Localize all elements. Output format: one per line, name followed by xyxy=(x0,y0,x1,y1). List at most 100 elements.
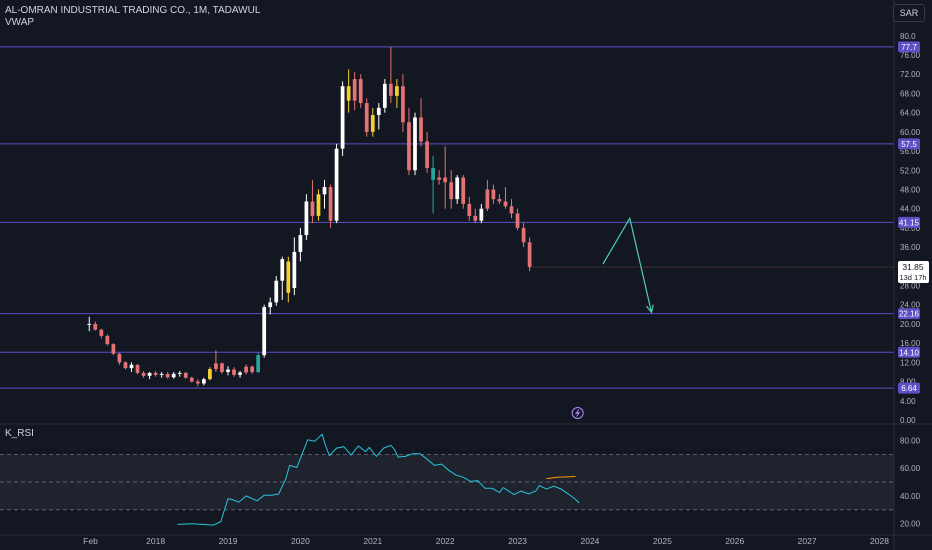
price-axis-tick-label[interactable]: 40.00 xyxy=(900,224,921,233)
price-axis-tick-label[interactable]: 12.00 xyxy=(900,358,921,367)
candle-body[interactable] xyxy=(201,379,206,384)
candle-body[interactable] xyxy=(352,79,357,101)
candle-body[interactable] xyxy=(425,141,429,168)
time-axis-tick-label[interactable]: 2018 xyxy=(146,536,165,546)
candle-body[interactable] xyxy=(316,194,321,216)
price-axis-tick-label[interactable]: 28.00 xyxy=(900,282,921,291)
price-axis-tick-label[interactable]: 16.00 xyxy=(900,339,921,348)
candle-body[interactable] xyxy=(111,344,116,354)
rsi-signal-line[interactable] xyxy=(546,476,576,480)
time-axis-tick-label[interactable]: Feb xyxy=(83,536,98,546)
rsi-indicator-label[interactable]: K_RSI xyxy=(5,428,34,439)
candle-body[interactable] xyxy=(93,323,98,330)
lightning-icon[interactable] xyxy=(571,407,584,419)
candle-body[interactable] xyxy=(141,372,146,376)
price-axis-tick-label[interactable]: 24.00 xyxy=(900,301,921,310)
candle-body[interactable] xyxy=(256,355,261,372)
candle-body[interactable] xyxy=(497,199,502,202)
candle-body[interactable] xyxy=(214,363,218,370)
price-axis-tick-label[interactable]: 0.00 xyxy=(900,416,916,425)
candle-body[interactable] xyxy=(388,83,393,96)
candle-body[interactable] xyxy=(340,86,345,149)
time-axis-tick-label[interactable]: 2024 xyxy=(581,536,600,546)
candle-body[interactable] xyxy=(129,364,134,369)
candle-body[interactable] xyxy=(449,182,454,200)
candle-body[interactable] xyxy=(165,373,170,378)
candle-body[interactable] xyxy=(310,201,315,216)
price-axis-tick-label[interactable]: 80.0 xyxy=(900,32,916,41)
price-axis-tick-label[interactable]: 48.00 xyxy=(900,185,921,194)
candle-body[interactable] xyxy=(322,187,327,195)
candle-body[interactable] xyxy=(226,369,230,372)
price-axis-tick-label[interactable]: 60.00 xyxy=(900,128,921,137)
time-axis-tick-label[interactable]: 2021 xyxy=(363,536,382,546)
symbol-title[interactable]: AL-OMRAN INDUSTRIAL TRADING CO., 1M, TAD… xyxy=(5,5,261,16)
time-axis-tick-label[interactable]: 2020 xyxy=(291,536,310,546)
rsi-main-line[interactable] xyxy=(177,433,580,526)
rsi-axis-tick-label[interactable]: 20.00 xyxy=(900,520,921,529)
candle-body[interactable] xyxy=(509,206,514,214)
candle-body[interactable] xyxy=(328,187,333,221)
candle-body[interactable] xyxy=(292,251,297,288)
candle-body[interactable] xyxy=(99,329,104,336)
candle-body[interactable] xyxy=(238,372,242,375)
candle-body[interactable] xyxy=(473,215,478,221)
price-axis-tick-label[interactable]: 68.00 xyxy=(900,89,921,98)
candle-body[interactable] xyxy=(364,103,369,132)
candle-body[interactable] xyxy=(437,177,441,180)
candle-body[interactable] xyxy=(376,107,381,116)
price-axis-tick-label[interactable]: 36.00 xyxy=(900,243,921,252)
time-axis-tick-label[interactable]: 2026 xyxy=(725,536,744,546)
candle-body[interactable] xyxy=(286,261,291,293)
time-axis-tick-label[interactable]: 2025 xyxy=(653,536,672,546)
candle-body[interactable] xyxy=(105,335,110,345)
candle-body[interactable] xyxy=(189,377,194,382)
candle-body[interactable] xyxy=(503,201,508,207)
candle-body[interactable] xyxy=(250,366,254,372)
time-axis-tick-label[interactable]: 2028 xyxy=(870,536,889,546)
rsi-axis-tick-label[interactable]: 40.00 xyxy=(900,492,921,501)
price-axis-tick-label[interactable]: 4.00 xyxy=(900,397,916,406)
candle-body[interactable] xyxy=(334,148,339,221)
candle-body[interactable] xyxy=(346,86,351,101)
candle-body[interactable] xyxy=(455,177,460,200)
candle-body[interactable] xyxy=(382,83,387,108)
candle-body[interactable] xyxy=(407,122,411,171)
price-axis-tick-label[interactable]: 44.00 xyxy=(900,205,921,214)
candle-body[interactable] xyxy=(419,117,423,142)
candle-body[interactable] xyxy=(370,115,375,132)
candle-body[interactable] xyxy=(177,372,182,374)
candle-body[interactable] xyxy=(443,177,448,183)
candle-body[interactable] xyxy=(401,86,405,123)
candle-body[interactable] xyxy=(232,369,236,375)
price-axis-tick-label[interactable]: 20.00 xyxy=(900,320,921,329)
time-axis-tick-label[interactable]: 2019 xyxy=(219,536,238,546)
time-axis[interactable]: Feb 2018 2019 2020 2021 2022 2023 2024 2025 2026 2… xyxy=(83,536,889,546)
candle-body[interactable] xyxy=(461,177,466,204)
candle-body[interactable] xyxy=(304,201,309,236)
candle-body[interactable] xyxy=(117,353,122,363)
rsi-axis-tick-label[interactable]: 60.00 xyxy=(900,464,921,473)
price-axis-tick-label[interactable]: 8.00 xyxy=(900,378,916,387)
candle-body[interactable] xyxy=(521,227,526,243)
candle-body[interactable] xyxy=(515,213,520,228)
projection-arrow[interactable] xyxy=(602,216,653,313)
rsi-axis-tick-label[interactable]: 80.00 xyxy=(900,436,921,445)
candle-body[interactable] xyxy=(274,280,279,303)
candle-body[interactable] xyxy=(123,362,128,369)
candle-body[interactable] xyxy=(159,373,164,375)
candle-body[interactable] xyxy=(479,208,484,221)
time-axis-tick-label[interactable]: 2023 xyxy=(508,536,527,546)
candle-body[interactable] xyxy=(467,203,472,216)
time-axis-tick-label[interactable]: 2022 xyxy=(436,536,455,546)
candle-body[interactable] xyxy=(280,259,285,281)
candle-body[interactable] xyxy=(135,364,140,373)
candle-body[interactable] xyxy=(220,363,224,372)
candle-body[interactable] xyxy=(268,302,273,308)
candle-body[interactable] xyxy=(298,235,303,252)
currency-button[interactable]: SAR xyxy=(893,4,925,22)
price-axis-tick-label[interactable]: 72.00 xyxy=(900,70,921,79)
candle-body[interactable] xyxy=(358,79,363,104)
